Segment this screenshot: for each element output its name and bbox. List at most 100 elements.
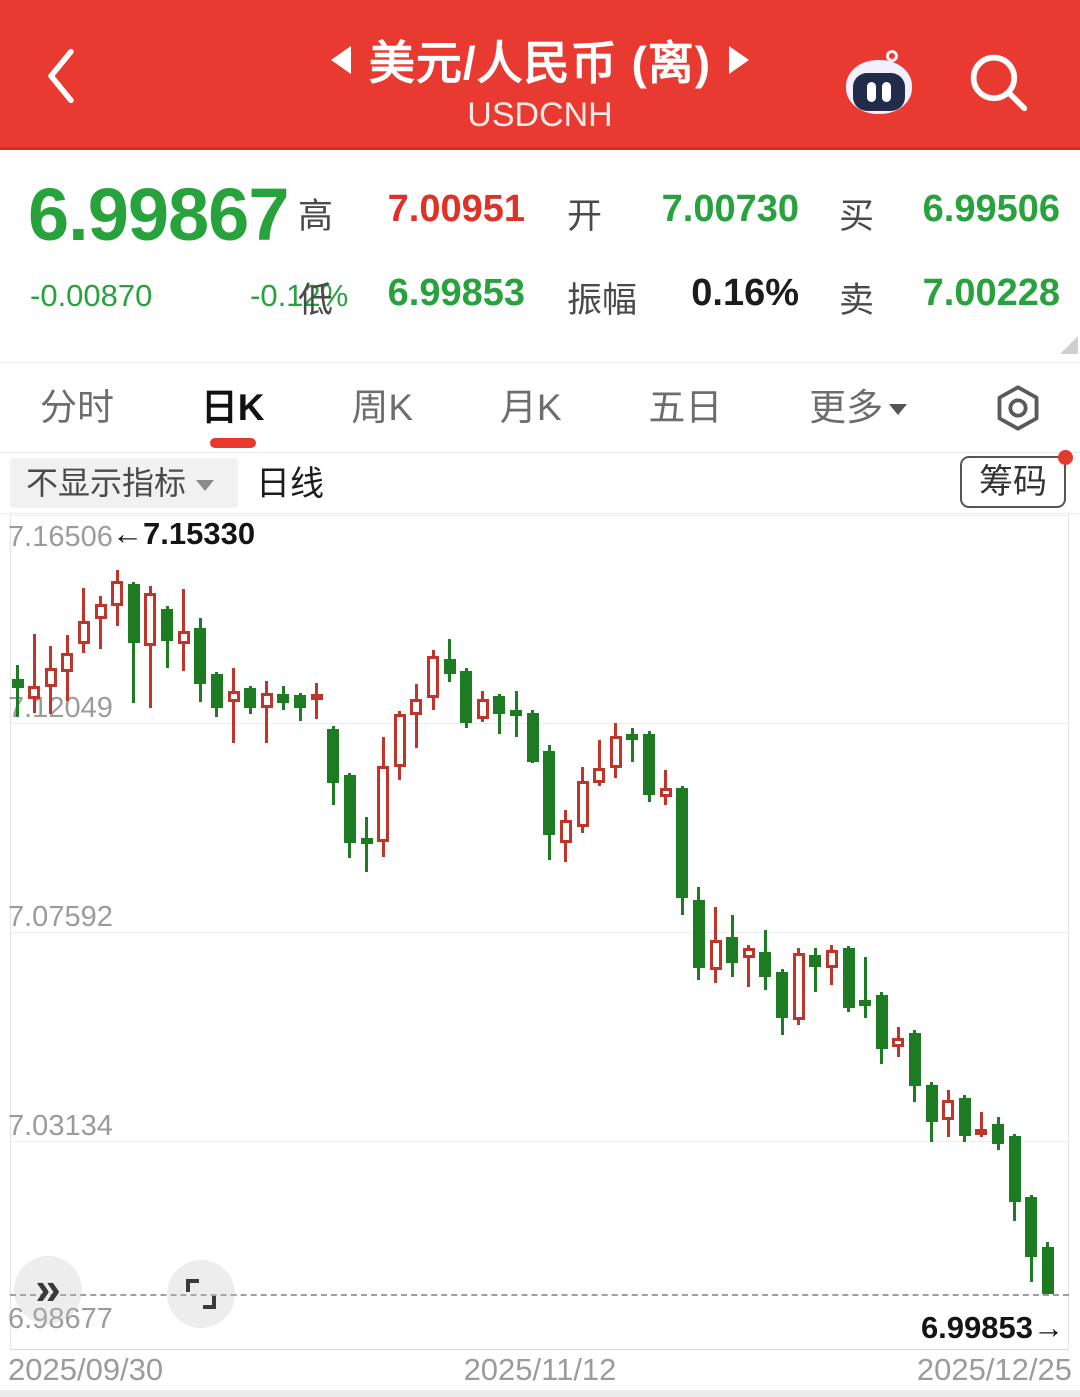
candle-body — [44, 667, 57, 688]
candle-body — [776, 971, 789, 1018]
candle-body — [510, 710, 523, 717]
chips-button[interactable]: 筹码 — [960, 456, 1066, 508]
candle-body — [11, 678, 24, 689]
candle-body — [792, 953, 805, 1020]
candle-body — [992, 1124, 1005, 1145]
y-gridline — [10, 932, 1069, 933]
stat-label-ask: 卖 — [839, 281, 875, 320]
stat-label-open: 开 — [567, 197, 603, 236]
candle-wick — [863, 956, 867, 1018]
y-gridline — [10, 515, 1069, 516]
candle-wick — [813, 947, 817, 992]
candle-body — [161, 608, 174, 641]
active-tab-underline — [209, 437, 256, 448]
candle-body — [1025, 1197, 1038, 1258]
candle-wick — [148, 585, 152, 708]
stat-value-high: 7.00951 — [387, 188, 525, 230]
y-gridline — [10, 723, 1069, 724]
fast-forward-button[interactable]: » — [14, 1256, 82, 1324]
tab-weekly-k[interactable]: 周K — [351, 386, 414, 428]
stat-label-amplitude: 振幅 — [567, 281, 638, 320]
candle-body — [859, 999, 872, 1006]
y-tick-label: 7.16506 — [8, 521, 113, 553]
tab-more[interactable]: 更多 — [809, 363, 908, 453]
candle-body — [659, 787, 672, 798]
candlestick-chart[interactable]: 7.16506 7.12049 7.07592 7.03134 6.98677 ←7.1… — [0, 514, 1080, 1350]
candle-wick — [232, 667, 236, 743]
candle-body — [377, 765, 390, 843]
candle-body — [194, 627, 207, 684]
price-change: -0.00870 — [30, 278, 153, 313]
candle-body — [360, 838, 373, 845]
stat-value-ask: 7.00228 — [922, 272, 1060, 314]
candle-body — [460, 670, 473, 723]
period-label: 日线 — [256, 465, 324, 503]
x-label-mid: 2025/11/12 — [463, 1352, 617, 1387]
candle-wick — [630, 727, 634, 763]
candle-body — [1008, 1136, 1021, 1202]
candle-body — [526, 712, 539, 763]
tab-monthly-k[interactable]: 月K — [499, 386, 562, 428]
candle-wick — [747, 945, 751, 987]
candle-body — [310, 694, 323, 701]
fullscreen-button[interactable] — [167, 1260, 235, 1328]
candle-body — [210, 673, 223, 708]
candle-body — [892, 1037, 905, 1047]
candle-body — [327, 728, 340, 784]
tab-minute[interactable]: 分时 — [40, 386, 114, 428]
candle-body — [443, 658, 456, 674]
robot-antenna-icon — [886, 50, 898, 62]
quote-expand-handle[interactable] — [1060, 336, 1078, 354]
tab-five-day[interactable]: 五日 — [648, 386, 723, 428]
chart-settings-button[interactable] — [994, 384, 1042, 432]
candle-wick — [497, 693, 501, 734]
search-button[interactable] — [966, 50, 1032, 116]
gear-icon — [997, 384, 1039, 431]
candle-body — [709, 940, 722, 970]
chevron-down-icon — [889, 404, 908, 416]
chevron-left-icon — [48, 48, 74, 104]
stat-label-high: 高 — [298, 197, 334, 236]
candle-wick — [265, 680, 269, 743]
candle-body — [144, 592, 157, 646]
instrument-code: USDCNH — [467, 96, 613, 134]
x-label-start: 2025/09/30 — [8, 1352, 164, 1387]
double-chevron-right-icon: » — [35, 1262, 61, 1314]
candle-body — [842, 947, 855, 1008]
candle-body — [576, 780, 589, 828]
candle-wick — [979, 1111, 983, 1138]
y-gridline — [10, 1349, 1069, 1350]
stat-value-amplitude: 0.16% — [691, 272, 799, 314]
stat-value-bid: 6.99506 — [922, 188, 1060, 230]
candle-body — [127, 584, 140, 643]
bottom-strip — [0, 1390, 1080, 1397]
expand-icon — [186, 1279, 216, 1309]
x-axis: 2025/09/30 2025/11/12 2025/12/25 — [0, 1350, 1080, 1390]
candle-body — [875, 994, 888, 1050]
stat-value-open: 7.00730 — [661, 188, 799, 230]
candle-body — [493, 695, 506, 714]
candle-body — [942, 1099, 955, 1120]
candle-body — [227, 690, 240, 703]
candle-body — [61, 652, 74, 673]
candle-wick — [365, 817, 369, 873]
indicator-dropdown[interactable]: 不显示指标 — [10, 458, 238, 508]
notification-dot — [1058, 450, 1073, 465]
candle-body — [593, 768, 606, 784]
y-gridline — [10, 1141, 1069, 1142]
prev-instrument-icon[interactable] — [330, 46, 351, 74]
candle-wick — [99, 595, 103, 649]
candle-wick — [182, 588, 186, 671]
tab-daily-k[interactable]: 日K — [201, 363, 265, 453]
candle-wick — [597, 740, 601, 786]
last-annotation: 6.99853→ — [920, 1310, 1064, 1345]
candle-body — [244, 688, 257, 708]
back-button[interactable] — [36, 45, 86, 107]
candle-body — [726, 936, 739, 963]
last-price: 6.99867 — [28, 173, 289, 256]
candle-body — [908, 1032, 921, 1087]
next-instrument-icon[interactable] — [729, 46, 750, 74]
candle-body — [94, 603, 107, 619]
assistant-robot-button[interactable] — [846, 50, 912, 114]
